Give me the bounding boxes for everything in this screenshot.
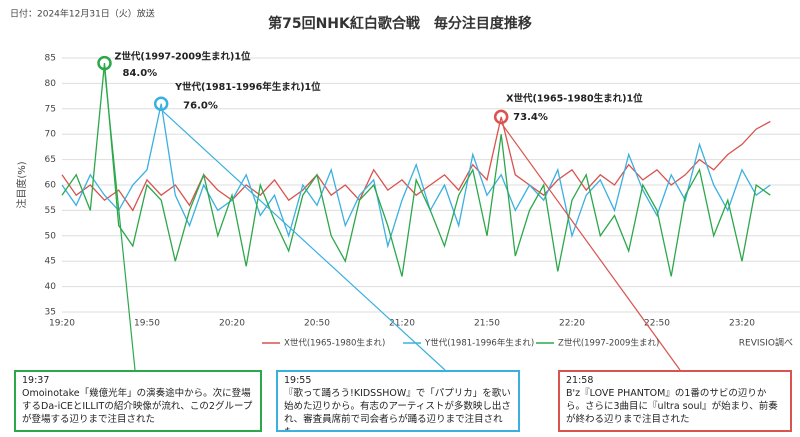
chart-title: 第75回NHK紅白歌合戦 毎分注目度推移 bbox=[268, 15, 532, 32]
y-tick-label: 65 bbox=[45, 155, 56, 165]
x-tick-label: 19:20 bbox=[49, 319, 75, 329]
y-tick-label: 75 bbox=[45, 104, 56, 114]
y-tick-label: 55 bbox=[45, 206, 56, 216]
comment-box: 21:58 B'z『LOVE PHANTOM』の1番のサビの辺りから。さらに3曲目… bbox=[558, 370, 792, 432]
source: REVISIO調べ bbox=[739, 337, 793, 349]
comment-text: Omoinotake「幾億光年」の演奏途中から。次に登場するDa-iCEとILL… bbox=[22, 388, 253, 425]
x-tick-label: 21:50 bbox=[474, 319, 500, 329]
peak-value: 76.0% bbox=[183, 101, 218, 112]
peak-value: 73.4% bbox=[513, 112, 548, 123]
callout-line bbox=[103, 69, 136, 371]
comment-time: 21:58 bbox=[566, 375, 594, 386]
series-line bbox=[61, 63, 771, 277]
x-tick-label: 20:20 bbox=[219, 319, 245, 329]
comment-text: 『歌って踊ろう!KIDSSHOW』で「パプリカ」を歌い始めた辺りから。有志のアー… bbox=[284, 388, 511, 430]
callout-line bbox=[500, 122, 681, 371]
x-tick-label: 23:20 bbox=[729, 319, 755, 329]
y-tick-label: 40 bbox=[45, 282, 57, 292]
comment-time: 19:37 bbox=[22, 375, 50, 386]
x-tick-label: 22:20 bbox=[559, 319, 585, 329]
comment-box: 19:55 『歌って踊ろう!KIDSSHOW』で「パプリカ」を歌い始めた辺りから。… bbox=[276, 370, 520, 432]
legend-label: X世代(1965-1980生まれ) bbox=[284, 338, 385, 349]
y-tick-label: 60 bbox=[45, 181, 57, 191]
comment-box: 19:37 Omoinotake「幾億光年」の演奏途中から。次に登場するDa-iC… bbox=[14, 370, 262, 432]
y-tick-label: 70 bbox=[45, 130, 57, 140]
x-tick-label: 19:50 bbox=[134, 319, 160, 329]
legend-label: Y世代(1981-1996年生まれ) bbox=[424, 338, 534, 349]
comment-time: 19:55 bbox=[284, 375, 312, 386]
x-tick-label: 20:50 bbox=[304, 319, 330, 329]
peak-label: Y世代(1981-1996年生まれ)1位 bbox=[174, 81, 321, 93]
y-tick-label: 50 bbox=[45, 231, 57, 241]
series-line bbox=[61, 103, 771, 249]
y-tick-label: 35 bbox=[45, 308, 56, 318]
series-line bbox=[61, 116, 771, 212]
y-tick-label: 45 bbox=[45, 257, 56, 267]
peak-label: X世代(1965-1980生まれ)1位 bbox=[506, 92, 643, 104]
y-axis-label: 注目度(%) bbox=[15, 161, 28, 208]
legend-label: Z世代(1997-2009生まれ) bbox=[558, 338, 659, 349]
peak-label: Z世代(1997-2009生まれ)1位 bbox=[115, 51, 252, 63]
x-tick-label: 21:20 bbox=[389, 319, 415, 329]
peak-marker bbox=[97, 55, 112, 71]
callout-line bbox=[160, 109, 446, 371]
y-tick-label: 80 bbox=[45, 79, 57, 89]
date-note: 日付：2024年12月31日（火）放送 bbox=[10, 8, 155, 20]
comment-text: B'z『LOVE PHANTOM』の1番のサビの辺りから。さらに3曲目に『ult… bbox=[566, 388, 778, 425]
peak-marker bbox=[493, 109, 509, 125]
x-tick-label: 22:50 bbox=[644, 319, 670, 329]
y-tick-label: 85 bbox=[45, 54, 56, 64]
peak-marker bbox=[153, 96, 169, 111]
peak-value: 84.0% bbox=[123, 68, 158, 79]
